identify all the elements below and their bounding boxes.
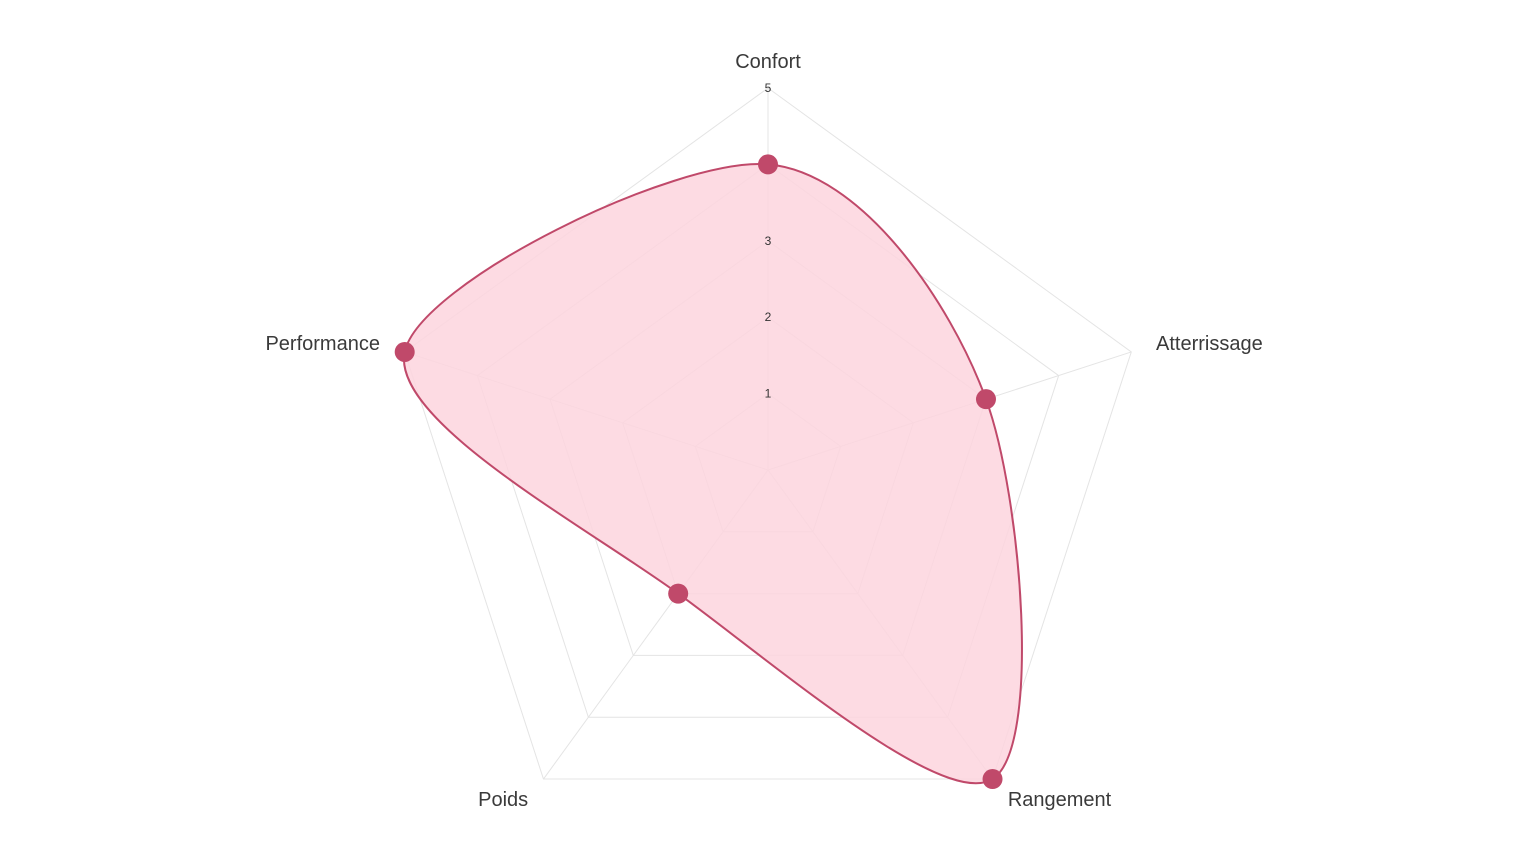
data-point-rangement[interactable] [982,769,1003,790]
tick-label-5: 5 [765,81,772,95]
axis-label-rangement: Rangement [1008,789,1112,811]
tick-layer: 1 2 3 5 [765,81,772,401]
data-point-poids[interactable] [668,583,689,604]
tick-label-2: 2 [765,310,772,324]
series-area [403,163,1023,785]
axis-label-performance: Performance [265,333,380,355]
tick-label-3: 3 [765,234,772,248]
axis-label-layer: Confort Atterrissage Rangement Poids Perform… [265,51,1262,811]
series-layer [394,154,1023,790]
axis-label-atterrissage: Atterrissage [1156,333,1263,355]
data-point-confort[interactable] [758,154,778,175]
axis-label-confort: Confort [735,51,801,73]
data-point-atterrissage[interactable] [975,389,996,410]
tick-label-1: 1 [765,387,772,401]
data-point-performance[interactable] [394,341,415,362]
axis-label-poids: Poids [478,789,528,811]
